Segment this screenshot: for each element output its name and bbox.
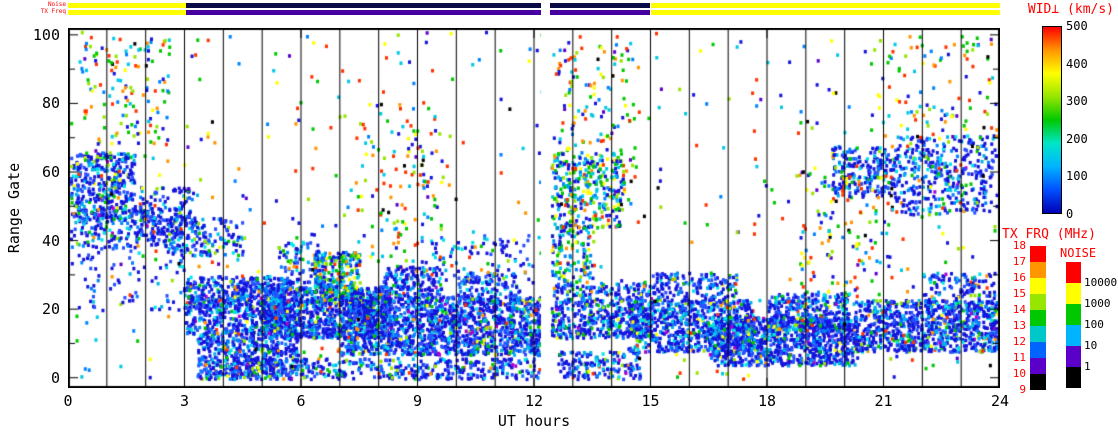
wid-colorbar-tick: 200: [1066, 131, 1088, 146]
strip-segment: [550, 10, 651, 15]
noise-legend-tick: 1: [1084, 360, 1091, 373]
txfrq-legend-tick: 14: [1012, 303, 1026, 316]
x-tick-label: 12: [524, 392, 544, 410]
txfrq-legend-box: [1030, 310, 1046, 326]
txfrq-legend-tick: 15: [1012, 287, 1026, 300]
noise-legend-box: [1066, 346, 1081, 367]
x-tick-label: 0: [63, 392, 73, 410]
txfrq-legend-box: [1030, 262, 1046, 278]
wid-colorbar-tick: 500: [1066, 19, 1088, 33]
wid-colorbar-tick: 300: [1066, 94, 1088, 109]
strip-segment: [186, 10, 541, 15]
txfrq-legend-tick: 18: [1012, 239, 1026, 252]
noise-legend-box: [1066, 262, 1081, 283]
txfrq-legend-box: [1030, 342, 1046, 358]
txfrq-legend-tick: 12: [1012, 335, 1026, 348]
txfrq-legend-tick: 11: [1012, 351, 1026, 364]
strip-segment: [550, 3, 651, 8]
strip-segment: [186, 3, 541, 8]
txfrq-legend-box: [1030, 358, 1046, 374]
x-tick-label: 9: [412, 392, 423, 410]
y-tick-label: 40: [41, 231, 60, 250]
noise-legend-tick: 100: [1084, 318, 1104, 331]
txfrq-legend-title: TX FRQ (MHz): [1002, 227, 1096, 242]
txfrq-legend-tick: 13: [1012, 319, 1026, 332]
x-tick-label: 18: [757, 392, 777, 410]
x-tick-label: 24: [990, 392, 1010, 410]
y-tick-label: 20: [41, 300, 60, 319]
txfrq-legend-box: [1030, 294, 1046, 310]
strip-segment: [650, 3, 1000, 8]
txfrq-legend-box: [1030, 326, 1046, 342]
txfreq-status-strip: [68, 10, 1000, 15]
wid-colorbar-tick: 0: [1066, 207, 1074, 221]
noise-legend-title: NOISE: [1060, 246, 1097, 260]
wid-colorbar-tick: 100: [1066, 169, 1088, 184]
x-tick-label: 15: [641, 392, 660, 410]
txfrq-legend-tick: 17: [1012, 255, 1026, 268]
x-tick-label: 21: [874, 392, 893, 410]
txfrq-legend-tick: 10: [1012, 367, 1026, 380]
wid-colorbar: [1042, 26, 1062, 214]
strip-segment: [68, 10, 187, 15]
x-tick-label: 3: [179, 392, 190, 410]
strip-segment: [68, 3, 187, 8]
wid-colorbar-tick: 400: [1066, 56, 1088, 71]
noise-legend-tick: 10: [1084, 339, 1098, 352]
txfrq-legend-tick: 16: [1012, 271, 1026, 284]
txfrq-legend-box: [1030, 246, 1046, 262]
y-tick-label: 0: [50, 368, 60, 387]
txfrq-legend-box: [1030, 374, 1046, 390]
y-axis-title: Range Gate: [5, 162, 23, 254]
wid-colorbar-title: WID⊥ (km/s): [1027, 2, 1114, 17]
txfrq-legend-tick: 9: [1019, 383, 1026, 396]
strip-segment: [650, 10, 1000, 15]
noise-status-strip: [68, 3, 1000, 8]
x-tick-label: 6: [296, 392, 306, 410]
noise-strip-label: Noise: [47, 1, 66, 8]
noise-legend-box: [1066, 304, 1081, 325]
y-tick-label: 100: [32, 25, 60, 44]
noise-legend-box: [1066, 367, 1081, 388]
txfreq-strip-label: TX Freq: [40, 8, 66, 15]
noise-legend-tick: 10000: [1084, 276, 1118, 289]
y-tick-label: 80: [41, 94, 60, 113]
range-time-plot-canvas: [68, 28, 1000, 388]
noise-legend-box: [1066, 283, 1081, 304]
noise-legend-tick: 1000: [1084, 297, 1111, 310]
noise-legend-box: [1066, 325, 1081, 346]
txfrq-legend-box: [1030, 278, 1046, 294]
y-tick-label: 60: [41, 163, 60, 181]
x-axis-title: UT hours: [497, 412, 571, 430]
